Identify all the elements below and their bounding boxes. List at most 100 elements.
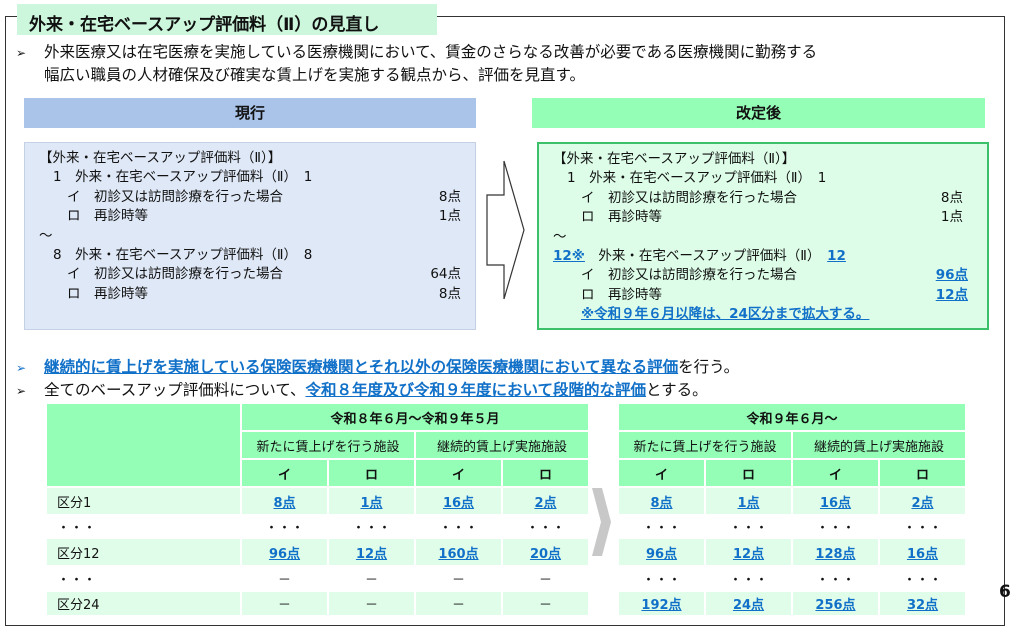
placeholder-value: ・・・ xyxy=(815,521,855,536)
table-row: ・・・ ・・・ ・・・ ・・・ xyxy=(617,514,967,539)
current-item-1-i-points: 8点 xyxy=(438,188,461,205)
page-number: 6 xyxy=(999,582,1011,602)
placeholder-value: ・・・ xyxy=(815,573,855,588)
revised-item-12-i-points: 96点 xyxy=(935,267,968,284)
table-row: 区分24 － － － － xyxy=(45,590,590,617)
intro-line-2: 幅広い職員の人材確保及び確実な賃上げを実施する観点から、評価を見直す。 xyxy=(44,66,585,84)
placeholder-value: ・・・ xyxy=(351,521,391,536)
current-item-1-i: イ 初診又は訪問診療を行った場合 xyxy=(67,188,283,205)
placeholder-value: ・・・ xyxy=(902,521,942,536)
points-value: 16点 xyxy=(906,546,939,562)
placeholder-value: ・・・ xyxy=(728,521,768,536)
current-item-8-i-points: 64点 xyxy=(430,266,461,283)
placeholder-value: － xyxy=(364,573,378,588)
bullet-1: ➢ 継続的に賃上げを実施している保険医療機関とそれ以外の保険医療機関において異なる… xyxy=(16,355,739,377)
current-tilde: ～ xyxy=(39,227,53,244)
table-row: 192点 24点 256点 32点 xyxy=(617,590,967,617)
revised-note: ※令和９年６月以降は、24区分まで拡大する。 xyxy=(581,306,870,323)
placeholder-value: － xyxy=(451,573,465,588)
points-value: 8点 xyxy=(273,495,296,511)
placeholder-value: ・・・ xyxy=(264,521,304,536)
placeholder-value: － xyxy=(538,598,552,613)
gray-arrow-icon xyxy=(592,488,611,556)
table-row: 96点 12点 128点 16点 xyxy=(617,537,967,567)
revised-item-12-number: 12※ xyxy=(553,247,585,264)
points-value: 96点 xyxy=(268,546,301,562)
revised-item-12-ro: ロ 再診時等 xyxy=(581,286,662,303)
points-value: 160点 xyxy=(438,546,479,562)
placeholder-value: － xyxy=(451,598,465,613)
revised-tilde: ～ xyxy=(553,228,567,245)
column-header: イ xyxy=(414,458,503,488)
placeholder-value: ・・・ xyxy=(728,573,768,588)
bullet-text: とする。 xyxy=(646,381,708,399)
current-header: 現行 xyxy=(24,98,476,128)
bullet-arrow-icon: ➢ xyxy=(16,361,27,375)
table-row: 区分12 96点 12点 160点 20点 xyxy=(45,537,590,567)
period-header: 令和８年６月～令和９年５月 xyxy=(240,402,590,432)
placeholder-value: ・・・ xyxy=(641,521,681,536)
column-header: イ xyxy=(240,458,329,488)
table-row: 区分1 8点 1点 16点 2点 xyxy=(45,486,590,516)
points-value: 96点 xyxy=(645,546,678,562)
row-label: 区分12 xyxy=(45,537,242,567)
column-header: ロ xyxy=(327,458,416,488)
group-header: 新たに賃上げを行う施設 xyxy=(617,430,793,460)
bullet-text: を行う。 xyxy=(678,358,740,376)
table-row: 8点 1点 16点 2点 xyxy=(617,486,967,516)
revised-item-1-ro-points: 1点 xyxy=(940,209,963,226)
revised-item-12-end: 12 xyxy=(827,247,846,264)
current-item-8: 8 外来・在宅ベースアップ評価料（Ⅱ） 8 xyxy=(53,246,313,263)
table-row: ・・・ ・・・ ・・・ ・・・ xyxy=(617,565,967,592)
group-header: 継続的賃上げ実施施設 xyxy=(414,430,590,460)
revised-item-1-i-points: 8点 xyxy=(940,189,963,206)
table-current-period: 令和８年６月～令和９年５月 新たに賃上げを行う施設 継続的賃上げ実施施設イロイロ区分… xyxy=(45,402,590,617)
column-header: ロ xyxy=(501,458,590,488)
placeholder-value: ・・・ xyxy=(641,573,681,588)
placeholder-value: ・・・ xyxy=(438,521,478,536)
points-value: 192点 xyxy=(641,598,682,613)
current-item-1-ro-points: 1点 xyxy=(438,208,461,225)
points-value: 12点 xyxy=(355,546,388,562)
column-header: イ xyxy=(791,458,880,488)
revised-heading: 【外来・在宅ベースアップ評価料（Ⅱ）】 xyxy=(553,151,796,167)
revised-item-1: 1 外来・在宅ベースアップ評価料（Ⅱ） 1 xyxy=(567,170,827,187)
points-value: 1点 xyxy=(360,495,383,511)
bullet-emphasis: 令和８年度及び令和９年度において段階的な評価 xyxy=(305,381,647,399)
column-header: ロ xyxy=(704,458,793,488)
bullet-arrow-icon: ➢ xyxy=(16,46,27,60)
row-label: ・・・ xyxy=(45,565,242,592)
points-value: 8点 xyxy=(650,495,673,511)
points-value: 2点 xyxy=(534,495,557,511)
intro-text: 外来医療又は在宅医療を実施している医療機関において、賃金のさらなる改善が必要であ… xyxy=(44,43,818,61)
points-value: 32点 xyxy=(906,598,939,613)
revised-header: 改定後 xyxy=(532,98,985,128)
table-row: ・・・ － － － － xyxy=(45,565,590,592)
placeholder-value: ・・・ xyxy=(525,521,565,536)
bullet-emphasis: 継続的に賃上げを実施している保険医療機関とそれ以外の保険医療機関において異なる評… xyxy=(44,358,679,376)
row-label: 区分24 xyxy=(45,590,242,617)
row-label: ・・・ xyxy=(45,514,242,539)
current-item-1: 1 外来・在宅ベースアップ評価料（Ⅱ） 1 xyxy=(53,169,313,186)
current-box: 【外来・在宅ベースアップ評価料（Ⅱ）】 1 外来・在宅ベースアップ評価料（Ⅱ） … xyxy=(24,142,476,330)
table-from-r9: 令和９年６月～ 新たに賃上げを行う施設 継続的賃上げ実施施設イロイロ 8点 1点 16点 2… xyxy=(617,402,967,617)
right-arrow-icon xyxy=(486,160,525,300)
column-header: イ xyxy=(617,458,706,488)
revised-item-1-i: イ 初診又は訪問診療を行った場合 xyxy=(581,189,797,206)
placeholder-value: － xyxy=(277,598,291,613)
bullet-arrow-icon: ➢ xyxy=(16,384,27,398)
current-item-1-ro: ロ 再診時等 xyxy=(67,208,148,225)
revised-item-12-text: 外来・在宅ベースアップ評価料（Ⅱ） xyxy=(598,247,814,264)
placeholder-value: － xyxy=(277,573,291,588)
placeholder-value: ・・・ xyxy=(902,573,942,588)
page-title: 外来・在宅ベースアップ評価料（Ⅱ）の見直し xyxy=(17,4,437,35)
group-header: 新たに賃上げを行う施設 xyxy=(240,430,416,460)
points-value: 256点 xyxy=(815,598,856,613)
revised-item-1-ro: ロ 再診時等 xyxy=(581,209,662,226)
current-item-8-ro-points: 8点 xyxy=(438,285,461,302)
revised-item-12-i: イ 初診又は訪問診療を行った場合 xyxy=(581,267,797,284)
bullet-2: ➢ 全てのベースアップ評価料について、令和８年度及び令和９年度において段階的な評価… xyxy=(16,378,708,400)
points-value: 24点 xyxy=(732,598,765,613)
group-header: 継続的賃上げ実施施設 xyxy=(791,430,967,460)
points-value: 128点 xyxy=(815,546,856,562)
